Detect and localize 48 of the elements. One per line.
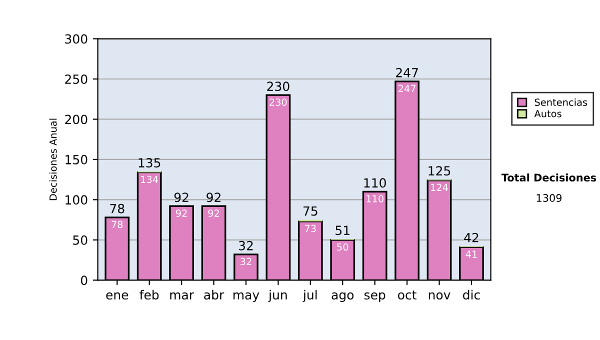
total-label: 247 (396, 68, 418, 78)
data-label: 78 (112, 220, 123, 228)
data-label: 110 (366, 195, 384, 202)
data-label: 50 (337, 243, 348, 251)
x-tick-label: jun (268, 290, 287, 302)
text: 1309 (536, 194, 562, 202)
text: Total Decisiones (501, 173, 596, 182)
total-label: 42 (464, 232, 478, 242)
data-label: 92 (176, 210, 187, 217)
y-tick-label: 100 (66, 195, 88, 205)
data-label: 92 (208, 210, 219, 217)
total-label: 135 (138, 158, 160, 168)
total-label: 32 (238, 240, 253, 250)
total-label: 75 (303, 206, 318, 216)
data-label: 124 (431, 184, 448, 191)
total-label: 230 (267, 82, 290, 92)
legend-label: Autos (534, 110, 562, 118)
data-label: 134 (141, 176, 158, 184)
x-tick-label: dic (463, 290, 480, 300)
y-tick-label: 150 (66, 154, 88, 164)
data-label: 32 (240, 258, 252, 266)
x-tick-label: feb (140, 290, 159, 300)
data-label: 41 (466, 250, 477, 258)
x-tick-label: abr (204, 290, 224, 300)
data-label: 73 (305, 224, 316, 232)
x-tick-label: ene (106, 292, 128, 300)
y-tick-label: 300 (65, 34, 88, 44)
y-tick-label: 0 (80, 276, 88, 286)
y-tick-label: 50 (73, 235, 88, 245)
total-label: 125 (428, 166, 450, 176)
data-label: 247 (398, 84, 416, 92)
total-label: 92 (174, 192, 188, 202)
total-label: 110 (364, 178, 386, 188)
data-label: 230 (270, 98, 287, 106)
x-tick-label: mar (170, 292, 194, 300)
x-tick-label: may (234, 292, 260, 302)
total-label: 92 (206, 192, 220, 202)
x-tick-label: sep (364, 292, 386, 302)
x-tick-label: nov (428, 292, 450, 300)
y-tick-label: 250 (65, 74, 88, 84)
legend-label: Sentencias (534, 98, 588, 106)
x-tick-label: ago (332, 292, 354, 302)
y-tick-label: 200 (65, 114, 88, 124)
x-tick-label: jul (302, 290, 317, 302)
y-axis-title: Decisiones Anual (49, 118, 57, 200)
total-label: 51 (336, 226, 350, 236)
total-label: 78 (110, 204, 124, 214)
x-tick-label: oct (398, 290, 416, 300)
